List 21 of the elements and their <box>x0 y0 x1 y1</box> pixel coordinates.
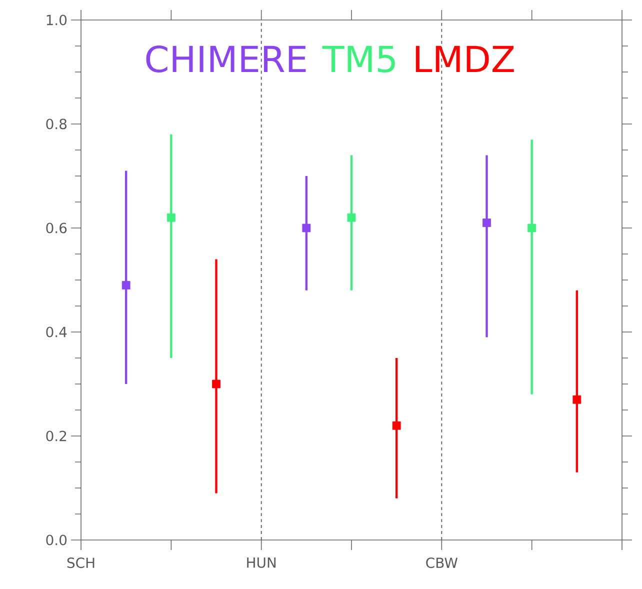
point <box>166 213 176 222</box>
y-tick-label: 0.4 <box>46 326 67 338</box>
y-tick-label: 0.8 <box>46 118 67 130</box>
point <box>122 280 130 290</box>
point <box>572 395 582 404</box>
point <box>347 213 356 222</box>
text: LMDZ <box>416 46 514 72</box>
y-tick-label: 0.0 <box>46 534 67 546</box>
point <box>302 224 311 232</box>
point <box>392 421 401 430</box>
point <box>528 224 536 232</box>
text: CHIMERE <box>146 45 306 73</box>
point <box>482 218 491 227</box>
x-tick-label: CBW <box>426 558 458 568</box>
y-tick-label: 1.0 <box>46 14 67 26</box>
y-tick-label: 0.2 <box>46 430 66 442</box>
text: TM5 <box>322 46 395 73</box>
x-tick-label: HUN <box>247 558 276 568</box>
x-tick-label: SCH <box>67 558 94 568</box>
y-tick-label: 0.6 <box>46 222 67 234</box>
point <box>212 380 220 388</box>
